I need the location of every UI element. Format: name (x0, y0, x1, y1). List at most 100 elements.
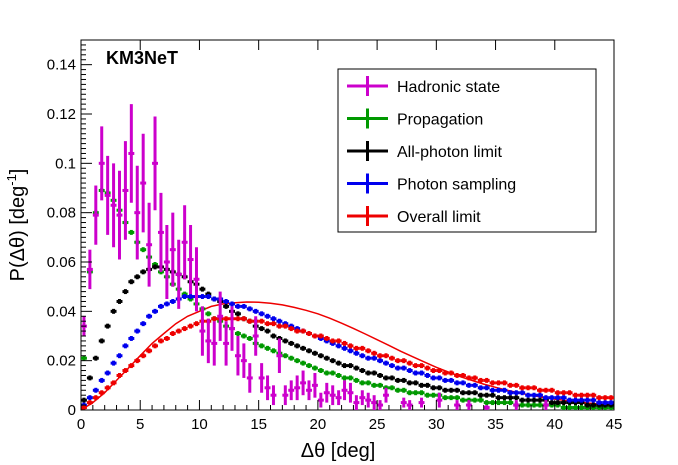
data-point (110, 163, 117, 248)
data-point (169, 331, 176, 336)
data-point (442, 377, 449, 383)
data-point (460, 380, 466, 386)
data-point (317, 353, 324, 359)
data-point (217, 291, 224, 341)
data-point (211, 321, 218, 366)
data-point (531, 385, 538, 391)
data-point (602, 400, 609, 406)
data-point (584, 397, 591, 403)
data-point (436, 368, 443, 373)
data-point (477, 397, 484, 403)
data-point (424, 365, 431, 371)
data-point (495, 395, 502, 401)
data-point (270, 333, 277, 339)
data-point (169, 299, 176, 304)
data-point (471, 390, 478, 396)
data-point (246, 336, 253, 341)
data-point (365, 370, 372, 376)
data-point (519, 385, 526, 391)
data-point (181, 205, 188, 280)
legend-label: Propagation (397, 112, 483, 129)
data-point (294, 343, 301, 349)
y-axis-title-main: P(Δθ) [deg (7, 186, 29, 282)
data-point (388, 363, 395, 369)
data-point (300, 328, 307, 334)
data-point (353, 377, 360, 383)
data-point (187, 225, 194, 295)
data-point (483, 405, 490, 410)
data-point (465, 382, 472, 388)
data-point (548, 395, 555, 401)
data-point (359, 345, 366, 351)
data-point (388, 375, 395, 381)
data-point (288, 326, 295, 332)
data-point (578, 397, 585, 403)
data-point (430, 375, 437, 381)
data-point (258, 363, 265, 393)
data-point (169, 212, 176, 287)
data-point (146, 313, 153, 319)
data-point (140, 269, 147, 275)
data-point (146, 202, 153, 287)
data-point (306, 380, 312, 401)
data-point (448, 370, 455, 376)
series-layer (80, 104, 615, 411)
data-point (234, 303, 241, 309)
data-point (317, 333, 324, 339)
legend-entry: All-photon limit (347, 141, 502, 161)
data-point (134, 328, 141, 334)
data-point (152, 308, 158, 314)
data-point (412, 363, 419, 369)
data-point (560, 390, 567, 396)
data-point (311, 350, 318, 356)
data-point (223, 299, 230, 304)
x-tick-label: 40 (546, 416, 563, 433)
data-point (489, 380, 496, 386)
data-point (471, 382, 478, 388)
x-tick-label: 25 (369, 416, 386, 433)
data-point (234, 331, 241, 336)
data-point (240, 343, 247, 378)
data-point (199, 294, 206, 299)
series-all-photon-limit (81, 264, 614, 408)
data-point (596, 395, 603, 401)
data-point (323, 370, 330, 376)
data-point (86, 395, 93, 401)
data-point (229, 306, 235, 351)
data-point (383, 375, 389, 381)
y-tick-label: 0.12 (47, 106, 76, 123)
data-point (430, 385, 437, 391)
data-point (424, 373, 431, 378)
data-point (602, 395, 609, 401)
data-point (116, 170, 123, 260)
data-point (531, 402, 538, 408)
data-point (306, 331, 312, 336)
data-point (383, 387, 389, 403)
data-point (187, 294, 194, 299)
data-point (152, 264, 158, 270)
data-point (531, 392, 538, 398)
data-point (537, 392, 543, 398)
data-point (140, 353, 147, 359)
data-point (353, 345, 360, 351)
data-point (566, 397, 573, 403)
data-point (246, 363, 253, 393)
data-point (199, 286, 206, 292)
data-point (495, 380, 502, 386)
data-point (560, 405, 567, 410)
data-point (608, 400, 614, 406)
data-point (377, 373, 384, 378)
data-point (122, 289, 129, 295)
data-point (98, 390, 105, 396)
data-point (306, 363, 312, 369)
data-point (513, 400, 520, 410)
data-point (323, 382, 330, 403)
data-point (584, 392, 591, 398)
data-point (282, 385, 289, 406)
data-point (110, 308, 117, 314)
data-point (240, 316, 247, 322)
data-point (246, 306, 253, 312)
data-point (98, 126, 105, 201)
data-point (412, 390, 419, 396)
legend: Hadronic state Propagation All-photon limi… (337, 68, 597, 233)
